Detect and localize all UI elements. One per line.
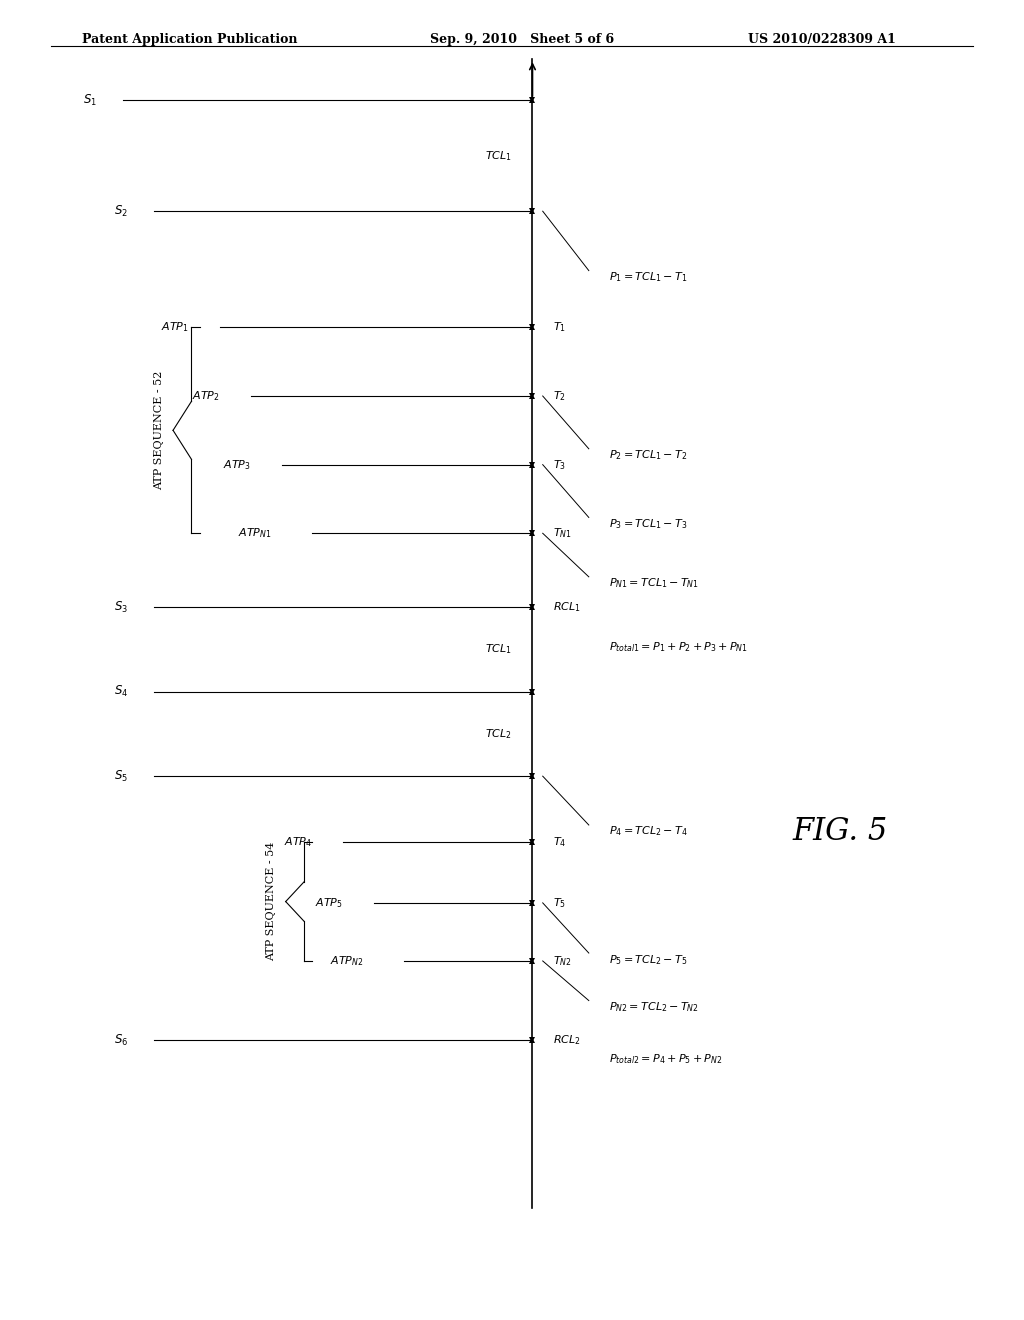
Text: $TCL_2$: $TCL_2$ <box>485 727 512 741</box>
Text: $RCL_2$: $RCL_2$ <box>553 1034 581 1047</box>
Text: $ATP_{5}$: $ATP_{5}$ <box>315 896 343 909</box>
Text: $P_2=TCL_1-T_2$: $P_2=TCL_1-T_2$ <box>609 449 687 462</box>
Text: $S_4$: $S_4$ <box>114 684 128 700</box>
Text: $P_{total2}=P_4+P_5+P_{N2}$: $P_{total2}=P_4+P_5+P_{N2}$ <box>609 1052 723 1065</box>
Text: $P_4=TCL_2-T_4$: $P_4=TCL_2-T_4$ <box>609 825 688 838</box>
Text: $S_2$: $S_2$ <box>114 203 128 219</box>
Text: $TCL_1$: $TCL_1$ <box>485 643 512 656</box>
Text: $ATP_{N1}$: $ATP_{N1}$ <box>238 527 271 540</box>
Text: $TCL_1$: $TCL_1$ <box>485 149 512 162</box>
Text: $T_2$: $T_2$ <box>553 389 566 403</box>
Text: $P_{total1}=P_1+P_2+P_3+P_{N1}$: $P_{total1}=P_1+P_2+P_3+P_{N1}$ <box>609 640 749 653</box>
Text: $P_{N2}=TCL_2-T_{N2}$: $P_{N2}=TCL_2-T_{N2}$ <box>609 1001 699 1014</box>
Text: $T_5$: $T_5$ <box>553 896 566 909</box>
Text: $S_5$: $S_5$ <box>114 768 128 784</box>
Text: ATP SEQUENCE - 54: ATP SEQUENCE - 54 <box>266 842 276 961</box>
Text: $ATP_{3}$: $ATP_{3}$ <box>223 458 251 471</box>
Text: $RCL_1$: $RCL_1$ <box>553 601 581 614</box>
Text: $T_3$: $T_3$ <box>553 458 566 471</box>
Text: $S_6$: $S_6$ <box>114 1032 128 1048</box>
Text: $ATP_{2}$: $ATP_{2}$ <box>193 389 220 403</box>
Text: $T_1$: $T_1$ <box>553 321 566 334</box>
Text: ATP SEQUENCE - 52: ATP SEQUENCE - 52 <box>154 371 164 490</box>
Text: FIG. 5: FIG. 5 <box>792 816 888 847</box>
Text: $T_{N1}$: $T_{N1}$ <box>553 527 571 540</box>
Text: $T_{N2}$: $T_{N2}$ <box>553 954 571 968</box>
Text: $S_3$: $S_3$ <box>114 599 128 615</box>
Text: $ATP_{1}$: $ATP_{1}$ <box>162 321 189 334</box>
Text: $P_3=TCL_1-T_3$: $P_3=TCL_1-T_3$ <box>609 517 688 531</box>
Text: Patent Application Publication: Patent Application Publication <box>82 33 297 46</box>
Text: US 2010/0228309 A1: US 2010/0228309 A1 <box>748 33 895 46</box>
Text: $S_1$: $S_1$ <box>83 92 97 108</box>
Text: $T_4$: $T_4$ <box>553 836 566 849</box>
Text: $ATP_{4}$: $ATP_{4}$ <box>284 836 312 849</box>
Text: $ATP_{N2}$: $ATP_{N2}$ <box>330 954 364 968</box>
Text: Sep. 9, 2010   Sheet 5 of 6: Sep. 9, 2010 Sheet 5 of 6 <box>430 33 614 46</box>
Text: $P_{N1}=TCL_1-T_{N1}$: $P_{N1}=TCL_1-T_{N1}$ <box>609 577 699 590</box>
Text: $P_5=TCL_2-T_5$: $P_5=TCL_2-T_5$ <box>609 953 688 966</box>
Text: $P_1=TCL_1-T_1$: $P_1=TCL_1-T_1$ <box>609 271 687 284</box>
